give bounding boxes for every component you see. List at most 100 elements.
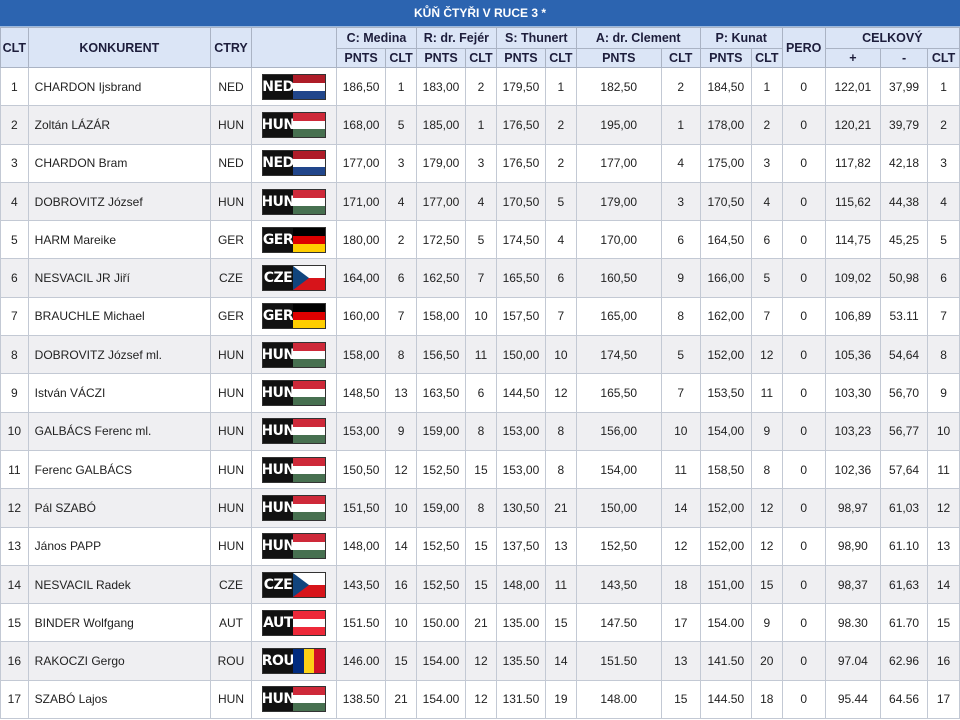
- judge-points: 150.00: [415, 603, 467, 643]
- total-rank: 6: [927, 258, 960, 298]
- judge-rank: 15: [465, 564, 497, 605]
- total-plus: 103,30: [824, 373, 882, 413]
- country-flag-icon: NED: [261, 150, 326, 177]
- pero-value: 0: [781, 105, 826, 145]
- flag-code: ROU: [262, 649, 295, 674]
- header-judge-r: R: dr. Fejér: [415, 27, 497, 49]
- judge-rank: 4: [385, 181, 417, 222]
- table-row: 10 GALBÁCS Ferenc ml. HUN HUN 153,00 9 159,00 8…: [0, 411, 960, 451]
- judge-points: 154.00: [415, 679, 467, 720]
- flag-cell: HUN: [250, 488, 338, 528]
- country-flag-icon: HUN: [261, 111, 326, 138]
- judge-rank: 6: [385, 258, 417, 298]
- table-row: 13 János PAPP HUN HUN 148,00 14 152,50 15 137,50…: [0, 526, 960, 566]
- judge-rank: 9: [660, 258, 701, 298]
- country-code: HUN: [210, 181, 252, 222]
- country-flag-icon: AUT: [261, 609, 326, 636]
- country-code: CZE: [210, 564, 252, 605]
- flag-cell: NED: [250, 66, 338, 107]
- judge-rank: 3: [385, 143, 417, 183]
- judge-points: 154,00: [699, 411, 752, 451]
- judge-points: 154.00: [415, 641, 467, 681]
- judge-rank: 18: [660, 564, 701, 605]
- pero-value: 0: [781, 181, 826, 222]
- header-flag: [250, 27, 338, 68]
- judge-rank: 1: [545, 66, 577, 107]
- total-minus: 45,25: [879, 220, 929, 260]
- judge-points: 143,50: [575, 564, 662, 605]
- judge-points: 195,00: [575, 105, 662, 145]
- header-pnts: PNTS: [415, 48, 467, 68]
- total-rank: 1: [927, 66, 960, 107]
- total-minus: 44,38: [879, 181, 929, 222]
- total-rank: 10: [927, 411, 960, 451]
- total-rank: 3: [927, 143, 960, 183]
- judge-rank: 21: [385, 679, 417, 720]
- country-flag-icon: HUN: [261, 380, 326, 407]
- flag-code: HUN: [262, 189, 295, 214]
- judge-points: 180,00: [335, 220, 387, 260]
- header-judge-clt: CLT: [750, 48, 783, 68]
- country-flag-icon: GER: [261, 226, 326, 253]
- judge-points: 170,50: [699, 181, 752, 222]
- judge-points: 137,50: [495, 526, 547, 566]
- judge-rank: 9: [750, 603, 783, 643]
- judge-rank: 7: [750, 296, 783, 337]
- judge-rank: 7: [660, 373, 701, 413]
- judge-points: 177,00: [415, 181, 467, 222]
- judge-rank: 13: [660, 641, 701, 681]
- country-code: HUN: [210, 679, 252, 720]
- judge-rank: 10: [660, 411, 701, 451]
- judge-rank: 8: [385, 335, 417, 375]
- judge-points: 159,00: [415, 411, 467, 451]
- pero-value: 0: [781, 679, 826, 720]
- table-row: 9 István VÁCZI HUN HUN 148,50 13 163,50 6 144,50…: [0, 373, 960, 413]
- total-plus: 122,01: [824, 66, 882, 107]
- total-minus: 57,64: [879, 449, 929, 490]
- total-rank: 15: [927, 603, 960, 643]
- table-row: 15 BINDER Wolfgang AUT AUT 151.50 10 150.00 21 1…: [0, 603, 960, 643]
- table-row: 3 CHARDON Bram NED NED 177,00 3 179,00 3 176,50 2…: [0, 143, 960, 183]
- table-row: 8 DOBROVITZ József ml. HUN HUN 158,00 8 156,50…: [0, 335, 960, 375]
- country-code: HUN: [210, 335, 252, 375]
- country-flag-icon: HUN: [261, 188, 326, 215]
- judge-points: 147.50: [575, 603, 662, 643]
- judge-rank: 14: [545, 641, 577, 681]
- flag-cell: HUN: [250, 105, 338, 145]
- competitor-name: BINDER Wolfgang: [27, 603, 212, 643]
- judge-points: 168,00: [335, 105, 387, 145]
- judge-rank: 6: [545, 258, 577, 298]
- judge-points: 148,00: [335, 526, 387, 566]
- header-celkovy: CELKOVÝ: [824, 27, 960, 49]
- total-plus: 102,36: [824, 449, 882, 490]
- country-code: HUN: [210, 411, 252, 451]
- header-clt: CLT: [0, 27, 29, 68]
- judge-rank: 2: [385, 220, 417, 260]
- flag-cell: ROU: [250, 641, 338, 681]
- rank-cell: 1: [0, 66, 29, 107]
- total-plus: 98,37: [824, 564, 882, 605]
- judge-rank: 10: [465, 296, 497, 337]
- judge-rank: 2: [660, 66, 701, 107]
- judge-rank: 5: [385, 105, 417, 145]
- judge-points: 153,00: [495, 411, 547, 451]
- competitor-name: István VÁCZI: [27, 373, 212, 413]
- header-pnts: PNTS: [495, 48, 547, 68]
- judge-points: 170,50: [495, 181, 547, 222]
- judge-points: 153,50: [699, 373, 752, 413]
- total-plus: 109,02: [824, 258, 882, 298]
- header-konkurent: KONKURENT: [27, 27, 212, 68]
- judge-rank: 13: [385, 373, 417, 413]
- judge-points: 158,00: [335, 335, 387, 375]
- judge-rank: 15: [465, 526, 497, 566]
- country-flag-icon: CZE: [261, 265, 326, 292]
- country-code: GER: [210, 220, 252, 260]
- judge-rank: 8: [545, 449, 577, 490]
- total-plus: 98,90: [824, 526, 882, 566]
- competitor-name: DOBROVITZ József ml.: [27, 335, 212, 375]
- country-code: CZE: [210, 258, 252, 298]
- competitor-name: Ferenc GALBÁCS: [27, 449, 212, 490]
- competitor-name: Zoltán LÁZÁR: [27, 105, 212, 145]
- judge-points: 154.00: [699, 603, 752, 643]
- total-plus: 103,23: [824, 411, 882, 451]
